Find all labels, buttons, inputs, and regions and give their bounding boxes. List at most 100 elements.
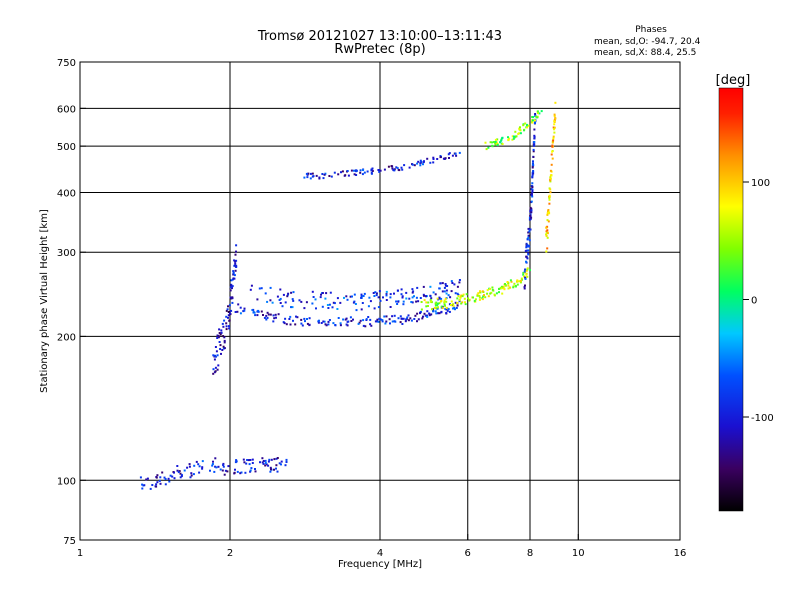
data-point — [195, 460, 198, 463]
colorbar — [718, 87, 744, 512]
data-point — [447, 294, 450, 297]
data-point — [411, 296, 414, 299]
data-point — [548, 195, 551, 198]
data-point — [454, 308, 456, 311]
colorbar-tick-label: 100 — [751, 178, 770, 189]
data-point — [228, 319, 231, 322]
data-point — [450, 290, 453, 293]
data-point — [222, 465, 225, 468]
data-point — [362, 169, 364, 171]
data-point — [425, 295, 427, 298]
data-point — [468, 299, 471, 302]
data-point — [381, 320, 384, 323]
data-point — [447, 308, 450, 311]
data-point — [531, 166, 534, 169]
data-point — [464, 301, 466, 304]
data-point — [511, 135, 514, 138]
data-point — [295, 315, 297, 318]
data-point — [331, 306, 334, 309]
data-point — [216, 354, 219, 357]
data-point — [375, 320, 378, 323]
data-point — [264, 464, 267, 467]
data-point — [223, 319, 226, 322]
data-point — [449, 296, 452, 299]
data-point — [156, 481, 159, 484]
data-point — [401, 296, 404, 299]
data-point — [451, 154, 454, 157]
data-point — [267, 464, 270, 467]
data-point — [396, 289, 399, 292]
data-point — [523, 129, 525, 132]
data-point — [281, 305, 284, 308]
data-point — [276, 457, 279, 459]
data-point — [233, 274, 236, 277]
data-point — [201, 460, 204, 463]
data-point — [507, 287, 510, 290]
data-point — [527, 124, 530, 127]
data-point — [425, 301, 428, 304]
data-point — [457, 294, 460, 296]
data-point — [456, 292, 459, 295]
data-point — [436, 304, 439, 307]
data-point — [306, 322, 309, 325]
data-point — [219, 333, 222, 336]
data-point — [455, 306, 458, 309]
data-point — [188, 465, 191, 468]
data-point — [401, 295, 404, 298]
data-point — [320, 322, 323, 324]
data-point — [233, 471, 236, 474]
data-point — [397, 300, 400, 303]
data-point — [452, 304, 455, 307]
data-point — [363, 171, 366, 174]
data-point — [548, 194, 551, 197]
data-point — [179, 472, 182, 475]
data-point — [254, 468, 256, 470]
data-point — [235, 460, 238, 463]
data-point — [538, 112, 541, 115]
data-point — [527, 253, 530, 256]
data-point — [223, 336, 226, 339]
data-point — [222, 335, 225, 338]
data-point — [226, 470, 229, 473]
data-point — [554, 101, 557, 104]
data-point — [143, 484, 146, 487]
data-point — [337, 173, 340, 176]
data-point — [311, 290, 314, 293]
data-points — [139, 101, 557, 490]
data-point — [213, 470, 216, 473]
data-point — [393, 320, 396, 323]
data-point — [478, 294, 481, 297]
data-point — [347, 174, 350, 177]
data-point — [333, 171, 336, 174]
data-point — [384, 322, 387, 325]
data-point — [523, 287, 526, 290]
data-point — [549, 169, 552, 172]
data-point — [339, 324, 342, 327]
data-point — [359, 171, 362, 174]
data-point — [513, 282, 516, 285]
data-point — [317, 320, 320, 323]
data-point — [221, 469, 224, 472]
data-point — [486, 292, 489, 295]
data-point — [415, 296, 418, 299]
data-point — [272, 314, 275, 317]
data-point — [279, 288, 282, 291]
data-point — [254, 314, 257, 317]
data-point — [355, 169, 358, 172]
data-point — [291, 306, 294, 309]
data-point — [388, 318, 391, 321]
data-point — [183, 469, 186, 472]
data-point — [292, 291, 295, 294]
data-point — [552, 126, 555, 129]
data-point — [243, 307, 246, 310]
data-point — [288, 318, 291, 320]
data-point — [334, 324, 337, 326]
data-point — [535, 115, 538, 118]
data-point — [278, 462, 281, 465]
data-point — [516, 283, 519, 286]
data-point — [518, 280, 521, 283]
data-point — [479, 290, 481, 293]
data-point — [396, 303, 399, 305]
data-point — [456, 297, 459, 300]
data-point — [532, 116, 535, 119]
